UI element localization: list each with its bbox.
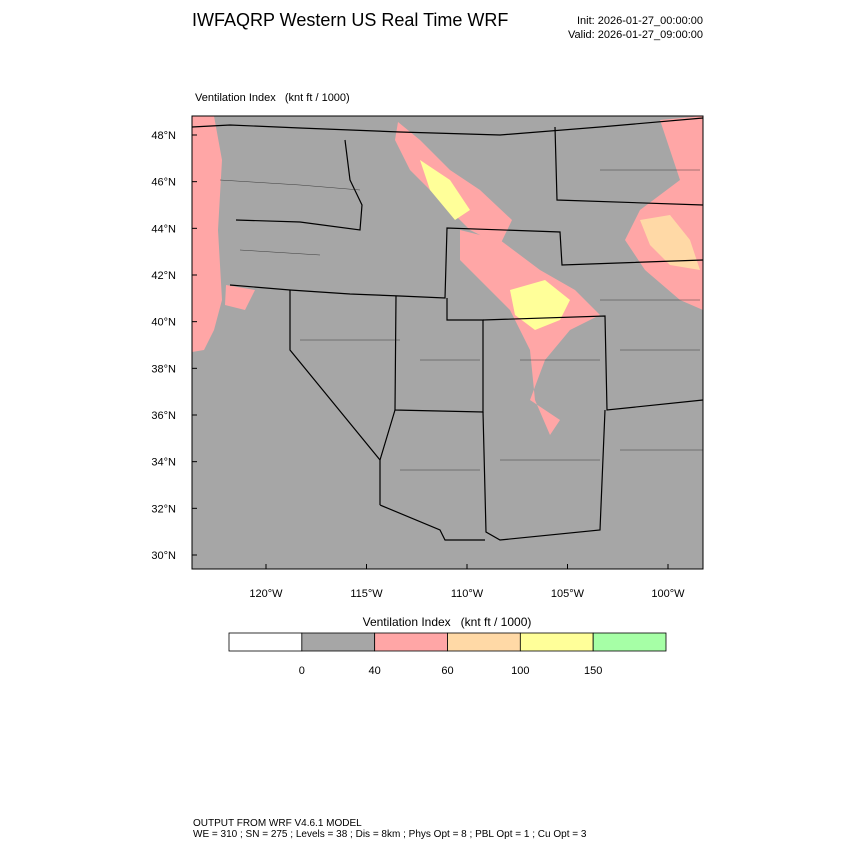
colorbar: 0 40 60 100 150 bbox=[228, 632, 667, 677]
lon-label: 110°W bbox=[451, 588, 484, 600]
lat-label: 34°N bbox=[151, 457, 176, 469]
map bbox=[191, 115, 704, 570]
map-frame bbox=[191, 115, 704, 570]
colorbar-box bbox=[374, 632, 448, 652]
colorbar-label: 60 bbox=[441, 665, 453, 677]
lat-label: 30°N bbox=[151, 550, 176, 562]
lat-label: 38°N bbox=[151, 363, 176, 375]
colorbar-label: 0 bbox=[299, 665, 305, 677]
colorbar-box bbox=[592, 632, 667, 652]
field-label: Ventilation Index (knt ft / 1000) bbox=[195, 92, 350, 104]
lat-label: 46°N bbox=[151, 177, 176, 189]
colorbar-box bbox=[301, 632, 376, 652]
colorbar-box bbox=[447, 632, 521, 652]
colorbar-label: 40 bbox=[369, 665, 381, 677]
map-axes: 48°N 46°N 44°N 42°N 40°N 38°N 36°N 34°N 32°N 30°N… bbox=[151, 130, 685, 600]
lat-label: 42°N bbox=[151, 270, 176, 282]
lon-label: 115°W bbox=[350, 588, 383, 600]
lon-label: 100°W bbox=[651, 588, 685, 600]
lon-label: 120°W bbox=[249, 588, 283, 600]
colorbar-box bbox=[228, 632, 303, 652]
footer-line: WE = 310 ; SN = 275 ; Levels = 38 ; Dis … bbox=[193, 829, 587, 840]
lon-label: 105°W bbox=[551, 588, 585, 600]
init-time: Init: 2026-01-27_00:00:00 bbox=[577, 15, 703, 27]
lat-label: 40°N bbox=[151, 317, 176, 329]
high-area bbox=[225, 285, 255, 310]
colorbar-label: 100 bbox=[511, 665, 529, 677]
colorbar-title: Ventilation Index (knt ft / 1000) bbox=[363, 615, 532, 629]
lat-label: 48°N bbox=[151, 130, 176, 142]
borders bbox=[191, 117, 704, 541]
high-area bbox=[395, 122, 512, 245]
title: IWFAQRP Western US Real Time WRF bbox=[192, 10, 508, 30]
high-area bbox=[460, 230, 600, 435]
lat-label: 44°N bbox=[151, 223, 176, 235]
high-area bbox=[640, 215, 700, 270]
lat-label: 32°N bbox=[151, 503, 176, 515]
lat-label: 36°N bbox=[151, 410, 176, 422]
colorbar-label: 150 bbox=[584, 665, 602, 677]
colorbar-box bbox=[519, 632, 594, 652]
high-area bbox=[420, 160, 470, 220]
footer-line: OUTPUT FROM WRF V4.6.1 MODEL bbox=[193, 818, 362, 829]
valid-time: Valid: 2026-01-27_09:00:00 bbox=[568, 29, 703, 41]
high-area bbox=[192, 116, 222, 352]
